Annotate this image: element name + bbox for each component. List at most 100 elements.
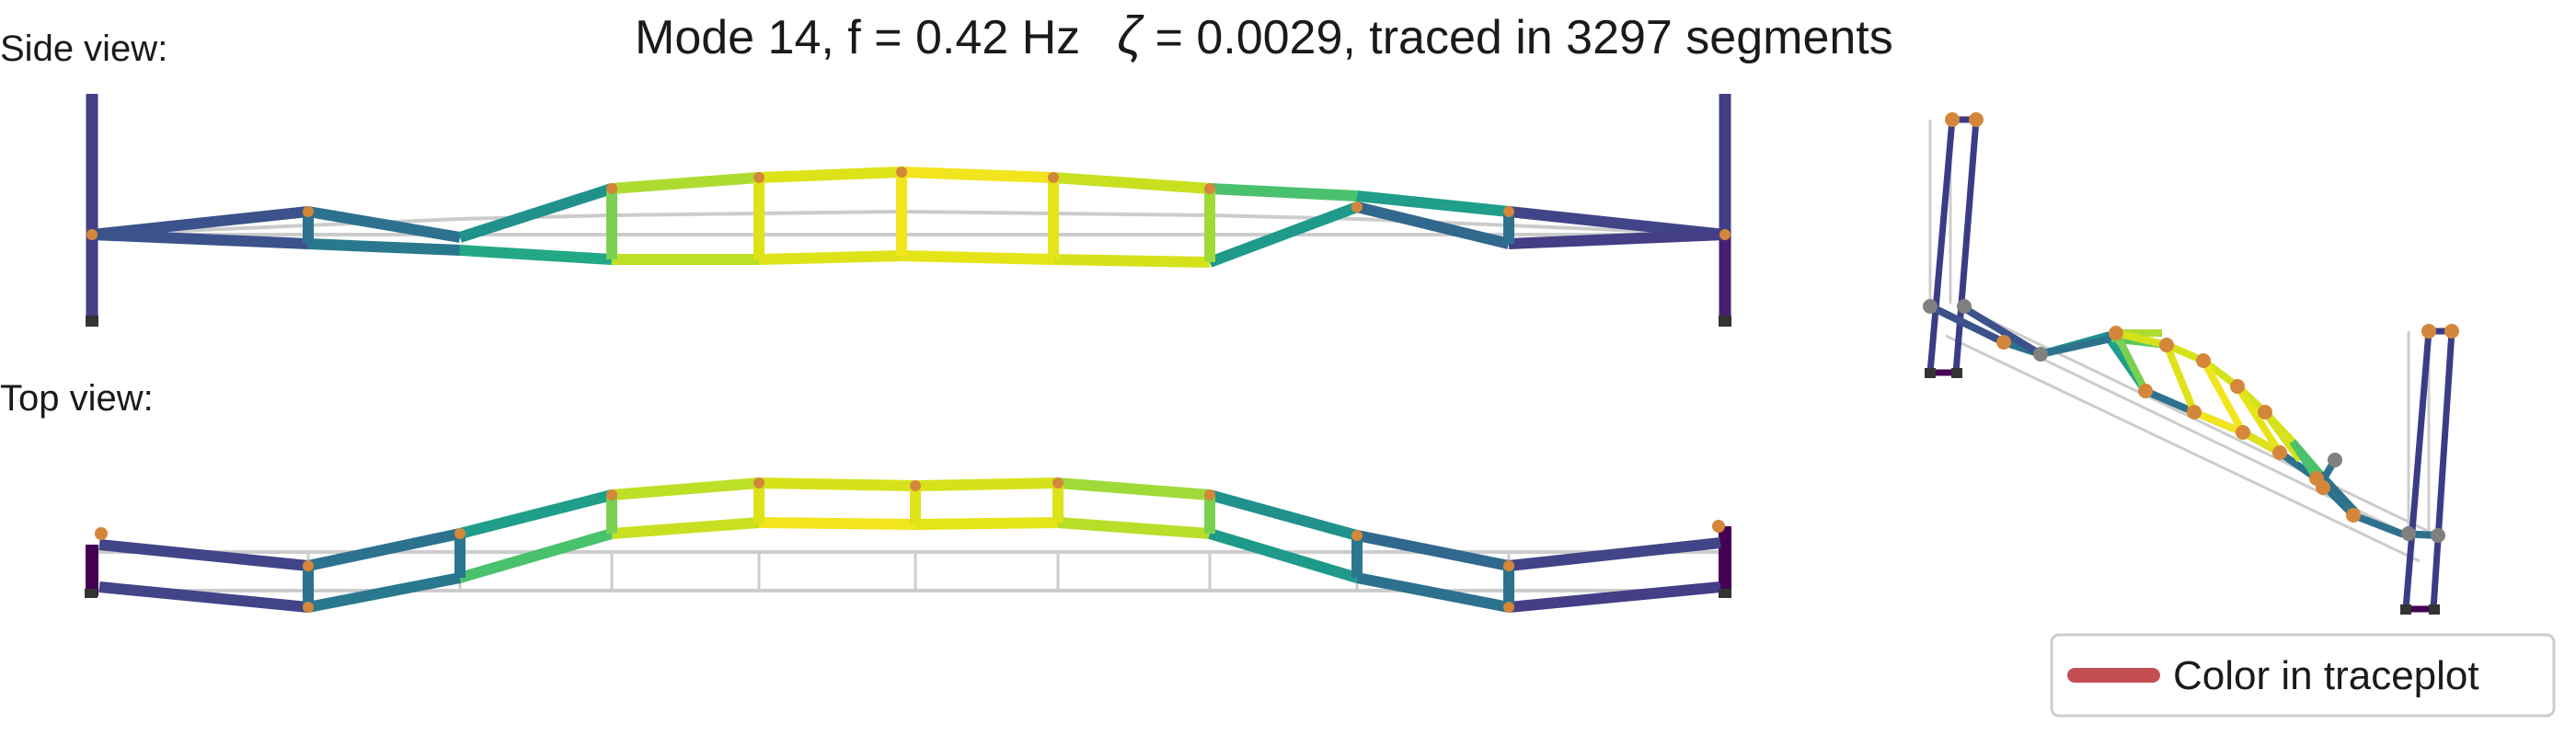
top-joint [454, 528, 466, 539]
iso-joint [1969, 112, 1984, 127]
top-support-right [1719, 589, 1731, 598]
iso-tower-left-2 [1952, 119, 1980, 374]
top-joint [1712, 520, 1725, 533]
top-lower-9 [1355, 572, 1511, 613]
top-lower-2 [306, 572, 462, 613]
iso-joint [1923, 299, 1938, 314]
side-lower-10 [1508, 229, 1726, 249]
side-upper-5 [758, 167, 903, 183]
iso-joint [2316, 480, 2330, 495]
side-upper-9 [1356, 190, 1510, 217]
side-joint [753, 172, 765, 183]
side-upper-7 [1052, 172, 1211, 194]
side-lower-9 [1355, 201, 1511, 249]
side-view-deformed [86, 94, 1731, 327]
side-joint [1204, 183, 1215, 194]
iso-joint [2159, 338, 2174, 352]
top-view-deformed [85, 477, 1731, 613]
iso-joint [1996, 335, 2011, 350]
iso-joint [1945, 112, 1960, 127]
top-view-plot [85, 477, 1731, 613]
top-upper-2 [306, 528, 462, 571]
side-upper-6 [901, 167, 1054, 183]
legend-frame [2050, 633, 2556, 718]
title-zeta-symbol: ζ [1117, 6, 1144, 65]
legend-label: Color in traceplot [2173, 653, 2479, 698]
top-joint [303, 602, 314, 613]
iso-tower-right-1 [2402, 330, 2432, 610]
side-joint [1719, 229, 1731, 240]
iso-diagonal [2163, 343, 2198, 414]
side-upper-8 [1209, 183, 1358, 201]
top-joint [1503, 560, 1514, 571]
top-lower-7 [1057, 517, 1211, 539]
iso-joint [2236, 425, 2250, 440]
side-support-right [1719, 316, 1731, 327]
iso-diagonal [2200, 359, 2247, 434]
iso-joint [2431, 528, 2445, 543]
side-joint [1048, 172, 1059, 183]
top-upper-10 [1508, 537, 1721, 571]
top-upper-8 [1208, 489, 1359, 541]
top-upper-1 [98, 539, 309, 571]
side-joint [86, 229, 98, 240]
iso-joint [2272, 445, 2287, 460]
iso-joint [2033, 347, 2048, 362]
iso-joint [2401, 526, 2416, 541]
iso-undeformed-chord [1945, 334, 2421, 563]
top-upper-9 [1355, 530, 1511, 571]
top-upper-3 [458, 489, 614, 539]
top-upper-4 [611, 477, 760, 500]
iso-joint [2444, 324, 2459, 339]
side-upper-4 [611, 172, 760, 194]
side-upper-2 [306, 206, 462, 243]
title-zeta-text: = 0.0029, traced in 3297 segments [1142, 11, 1893, 64]
side-joints [86, 167, 1731, 240]
iso-joint [1957, 299, 1972, 314]
top-joint [1503, 602, 1514, 613]
side-lower-5 [758, 250, 903, 265]
iso-deformed [1923, 112, 2459, 615]
top-joints [95, 477, 1725, 613]
iso-tower-left-1 [1926, 119, 1956, 374]
top-lower-5 [758, 517, 916, 530]
isometric-view-plot [1923, 112, 2459, 615]
top-joint [753, 477, 765, 489]
top-joint [910, 480, 921, 491]
iso-supports [1925, 368, 2440, 615]
iso-joint [2230, 379, 2245, 394]
iso-joint [2187, 405, 2202, 420]
top-support-left [85, 589, 98, 598]
iso-diagonal [2261, 409, 2304, 463]
iso-joint [2258, 405, 2272, 420]
side-lower-3 [459, 245, 613, 265]
iso-gray-joints [1923, 299, 2445, 543]
top-joint [1204, 489, 1215, 500]
iso-joint [2109, 326, 2123, 340]
side-lower-6 [901, 250, 1054, 265]
top-lower-4 [611, 517, 760, 539]
legend: Color in traceplot [2050, 633, 2556, 718]
iso-lower-4 [2192, 408, 2245, 436]
iso-support [2429, 604, 2440, 615]
side-support-left [86, 316, 98, 327]
top-upper-7 [1057, 477, 1211, 500]
side-view-label: Side view: [0, 29, 167, 69]
top-joint [606, 489, 617, 500]
iso-joint [2421, 324, 2436, 339]
top-joint [1351, 530, 1363, 541]
side-lower-1 [91, 229, 309, 249]
side-joint [896, 167, 907, 178]
iso-orange-joints [1945, 112, 2459, 523]
iso-lower-1 [1928, 303, 2006, 346]
top-view-label: Top view: [0, 378, 154, 419]
iso-diagonal [2112, 331, 2149, 393]
figure-title: Mode 14, f = 0.42 Hz ζ = 0.0029, traced i… [635, 6, 1893, 65]
side-view-plot [86, 94, 1731, 327]
title-mode-text: Mode 14, f = 0.42 Hz [635, 11, 1080, 64]
side-upper-3 [458, 183, 614, 243]
top-joint [303, 560, 314, 571]
iso-diagonal [2234, 384, 2283, 455]
